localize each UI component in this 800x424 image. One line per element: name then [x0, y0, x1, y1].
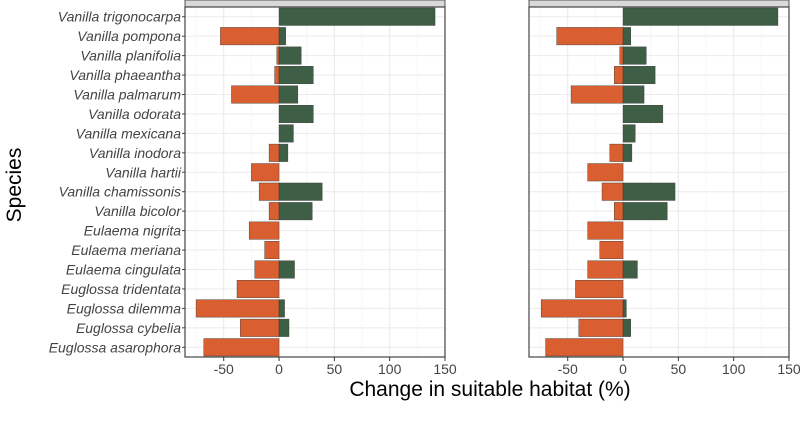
bar-loss: [248, 221, 280, 240]
species-label: Vanilla pompona: [77, 28, 181, 44]
bar-loss: [540, 299, 624, 318]
bar-loss: [268, 202, 280, 221]
bar-gain: [622, 27, 631, 46]
x-tick-label: 50: [671, 361, 687, 377]
species-label: Euglossa cybelia: [76, 320, 181, 336]
bar-gain: [622, 104, 664, 123]
bar-loss: [240, 318, 280, 337]
x-tick-label: 150: [433, 361, 457, 377]
bar-loss: [619, 46, 624, 65]
bar-loss: [545, 338, 624, 357]
bar-gain: [622, 7, 779, 26]
bar-loss: [575, 279, 624, 298]
bar-loss: [220, 27, 280, 46]
panel-background: [185, 7, 445, 357]
species-label: Vanilla hartii: [105, 164, 182, 180]
species-label: Euglossa asarophora: [49, 339, 182, 355]
bar-gain: [622, 299, 627, 318]
bar-gain: [622, 260, 638, 279]
species-label: Eulaema cingulata: [66, 262, 181, 278]
x-tick-label: 0: [619, 361, 627, 377]
bar-loss: [195, 299, 280, 318]
bar-gain: [278, 299, 285, 318]
bar-loss: [587, 163, 624, 182]
bar-loss: [203, 338, 280, 357]
panel-border: [184, 6, 446, 358]
species-label: Eulaema nigrita: [84, 223, 181, 239]
panel-background: [529, 7, 789, 357]
bar-gain: [622, 66, 656, 85]
panel-strip: [528, 0, 790, 8]
bar-gain: [622, 143, 633, 162]
bar-loss: [587, 260, 624, 279]
bar-loss: [231, 85, 280, 104]
bar-loss: [254, 260, 280, 279]
bar-loss: [251, 163, 280, 182]
x-axis-title: Change in suitable habitat (%): [349, 378, 631, 401]
species-label: Vanilla bicolor: [94, 203, 182, 219]
species-label: Vanilla palmarum: [73, 87, 181, 103]
species-label: Vanilla inodora: [89, 145, 181, 161]
species-label: Vanilla mexicana: [76, 125, 182, 141]
bar-loss: [268, 143, 280, 162]
bar-gain: [278, 124, 294, 143]
bar-loss: [601, 182, 624, 201]
x-tick-label: -50: [558, 361, 578, 377]
x-tick-label: 100: [378, 361, 402, 377]
bar-gain: [622, 182, 676, 201]
bar-gain: [622, 202, 668, 221]
bar-loss: [258, 182, 280, 201]
species-label: Vanilla planifolia: [80, 48, 181, 64]
panel-strip: [184, 0, 446, 8]
x-tick-label: 100: [722, 361, 746, 377]
bar-gain: [278, 143, 289, 162]
bar-gain: [278, 66, 314, 85]
x-tick-label: 150: [777, 361, 800, 377]
bar-gain: [278, 85, 299, 104]
bar-loss: [274, 66, 280, 85]
species-label: Eulaema meriana: [71, 242, 181, 258]
bar-loss: [587, 221, 624, 240]
species-label: Vanilla odorata: [88, 106, 181, 122]
x-tick-label: 0: [275, 361, 283, 377]
bar-loss: [556, 27, 624, 46]
panel-border: [528, 6, 790, 358]
bar-loss: [264, 241, 280, 260]
species-label: Vanilla chamissonis: [59, 184, 181, 200]
bar-loss: [613, 202, 624, 221]
bar-loss: [599, 241, 624, 260]
bar-gain: [622, 318, 631, 337]
bar-gain: [278, 27, 286, 46]
bar-gain: [622, 124, 636, 143]
panel-1: -50 0 50 100 150: [184, 0, 457, 377]
bar-gain: [278, 182, 323, 201]
species-label: Vanilla phaeantha: [69, 67, 181, 83]
bar-gain: [278, 318, 290, 337]
bar-loss: [236, 279, 280, 298]
panel-2: -50 0 50 100 150: [528, 0, 800, 377]
bar-gain: [278, 260, 295, 279]
bar-loss: [613, 66, 624, 85]
bar-loss: [276, 46, 280, 65]
bar-loss: [570, 85, 624, 104]
bar-loss: [578, 318, 624, 337]
bar-gain: [278, 46, 302, 65]
bar-loss: [609, 143, 624, 162]
bar-gain: [622, 85, 645, 104]
species-label: Vanilla trigonocarpa: [58, 9, 181, 25]
x-tick-label: -50: [214, 361, 234, 377]
x-tick-label: 50: [327, 361, 343, 377]
bar-gain: [622, 46, 647, 65]
species-label: Euglossa tridentata: [61, 281, 181, 297]
y-axis-title: Species: [3, 147, 26, 223]
bar-gain: [278, 202, 313, 221]
bar-gain: [278, 7, 436, 26]
species-label: Euglossa dilemma: [67, 300, 182, 316]
bar-gain: [278, 104, 314, 123]
